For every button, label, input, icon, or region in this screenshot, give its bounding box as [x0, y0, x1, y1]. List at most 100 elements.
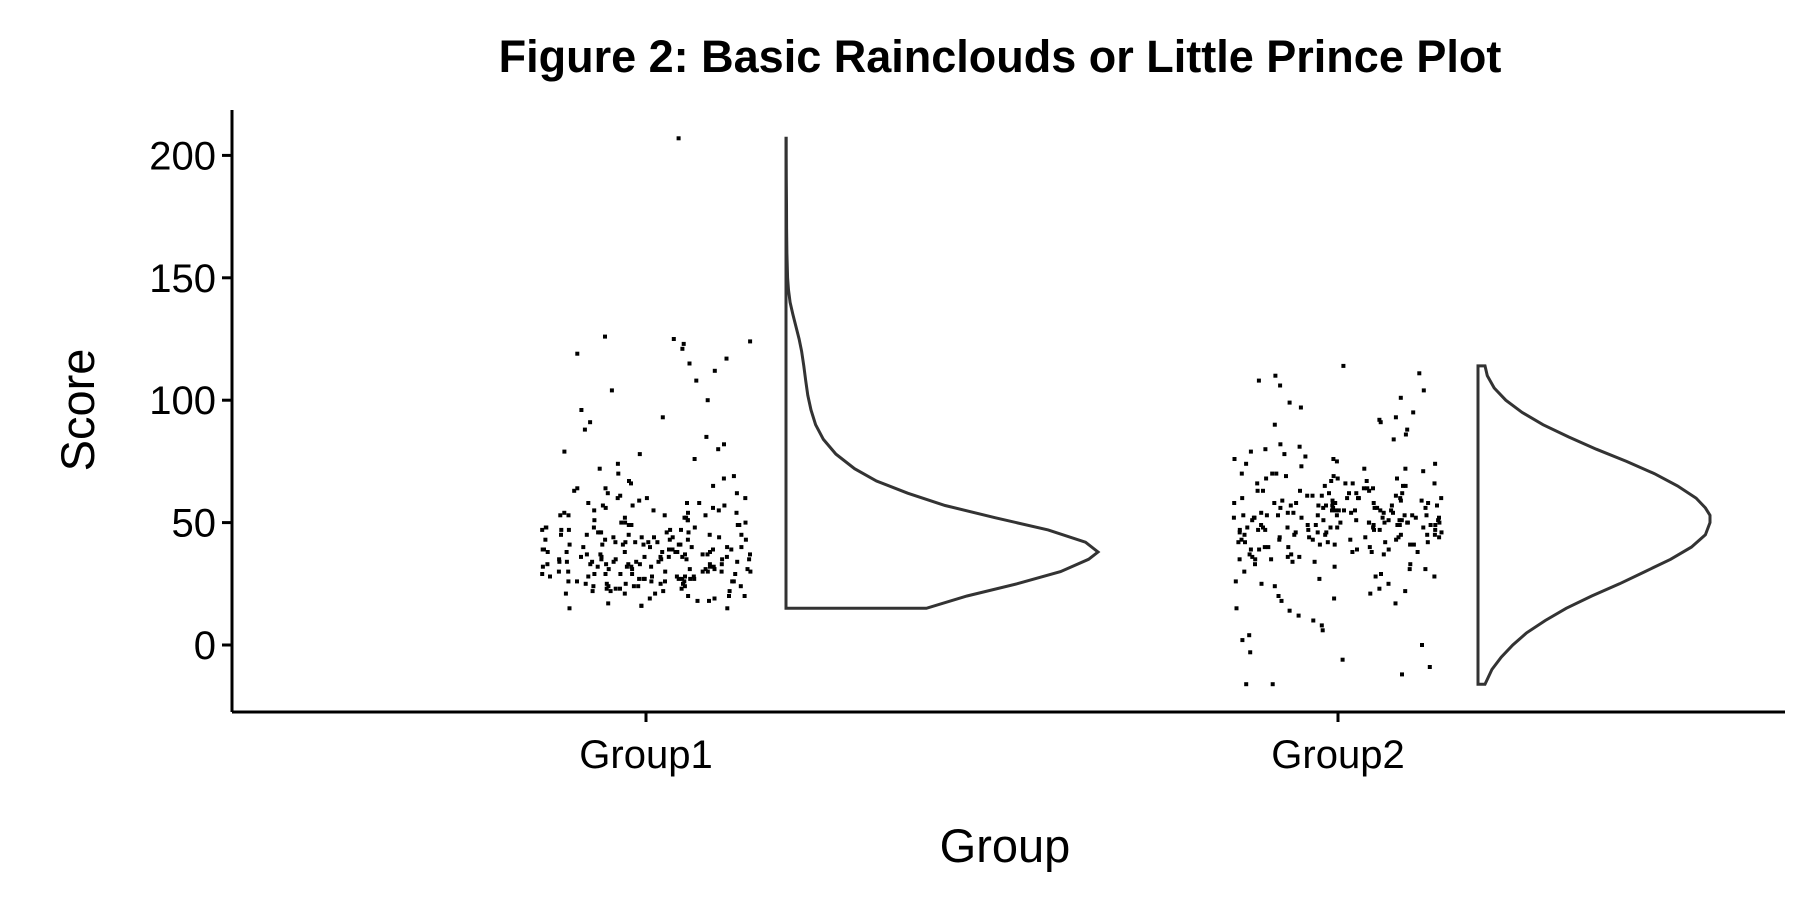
chart-title: Figure 2: Basic Rainclouds or Little Pri… [499, 31, 1502, 82]
data-point [1343, 481, 1348, 486]
data-point [557, 559, 562, 564]
data-point [1365, 486, 1370, 491]
data-point [1403, 483, 1408, 488]
data-point [739, 545, 744, 550]
data-point [586, 501, 591, 505]
data-point [1356, 496, 1361, 501]
data-point [566, 513, 571, 518]
y-axis-title: Score [51, 349, 104, 472]
data-point [1363, 535, 1368, 540]
data-point [646, 540, 651, 545]
data-point [540, 572, 545, 576]
data-point [1274, 471, 1279, 476]
data-point [680, 576, 685, 581]
data-point [1354, 491, 1359, 496]
data-point [596, 530, 601, 535]
data-point [582, 427, 587, 432]
data-point [1298, 488, 1302, 493]
data-point [613, 540, 618, 545]
data-point [660, 550, 665, 554]
data-point [1383, 540, 1388, 545]
data-point [1393, 493, 1398, 498]
data-point [1433, 527, 1438, 532]
data-point [738, 584, 743, 589]
data-point [1403, 589, 1408, 594]
data-point [1335, 476, 1340, 481]
data-point [588, 420, 593, 425]
data-point [1411, 542, 1416, 547]
data-point [1282, 452, 1287, 457]
series-group2 [1231, 363, 1712, 687]
data-point [1331, 474, 1336, 479]
data-point [670, 535, 675, 540]
data-point [1277, 537, 1282, 542]
data-point [1270, 471, 1275, 476]
data-point [1401, 483, 1405, 488]
data-point [700, 569, 705, 574]
data-point [1277, 535, 1282, 540]
data-point [1334, 513, 1339, 518]
data-point [598, 552, 603, 557]
data-point [626, 562, 631, 567]
data-point [540, 527, 545, 532]
data-point [584, 552, 589, 557]
data-point [707, 532, 712, 537]
data-point [1391, 437, 1396, 442]
data-point [743, 520, 748, 525]
data-point [1284, 474, 1288, 479]
data-point [591, 584, 596, 589]
data-point [1270, 682, 1275, 687]
data-point [1232, 501, 1237, 505]
data-point [705, 552, 710, 557]
data-point [663, 579, 667, 584]
data-point [1306, 527, 1311, 532]
data-point [1280, 498, 1285, 503]
data-point [566, 579, 571, 584]
data-point [1330, 498, 1335, 503]
data-point [1303, 454, 1308, 459]
data-point [600, 542, 605, 547]
data-point [639, 603, 644, 608]
data-point [1299, 464, 1304, 469]
data-point [688, 576, 693, 581]
data-point [1345, 496, 1350, 501]
data-point [606, 567, 611, 572]
data-point [1403, 432, 1408, 437]
data-point [1333, 501, 1338, 505]
x-tick-label: Group1 [579, 733, 712, 777]
data-point [642, 576, 647, 581]
data-point [615, 496, 620, 501]
data-point [1354, 518, 1359, 523]
data-point [1378, 420, 1383, 425]
data-point [1340, 657, 1345, 662]
data-point [1336, 508, 1341, 513]
data-point [1371, 501, 1376, 505]
data-point [676, 542, 681, 547]
data-point [623, 540, 628, 545]
data-point [659, 557, 664, 562]
data-point [1410, 513, 1415, 518]
data-point [629, 481, 633, 486]
data-point [597, 466, 602, 471]
data-point [1393, 601, 1398, 606]
data-point [682, 584, 687, 589]
data-point [1278, 442, 1283, 447]
data-point [1286, 545, 1291, 550]
data-point [720, 557, 725, 562]
data-point [548, 574, 552, 579]
data-point [1242, 569, 1247, 574]
data-point [674, 574, 679, 579]
data-point [1423, 567, 1428, 572]
x-axis: Group1 Group2 [232, 710, 1785, 777]
data-point [1380, 515, 1385, 520]
data-point [686, 530, 691, 535]
data-point [604, 581, 609, 586]
data-point [716, 508, 721, 513]
data-point [1320, 628, 1325, 633]
data-point [685, 501, 689, 505]
data-point [634, 559, 639, 564]
data-point [695, 598, 700, 603]
data-point [1395, 523, 1400, 527]
data-point [742, 594, 747, 598]
data-point [562, 449, 567, 454]
